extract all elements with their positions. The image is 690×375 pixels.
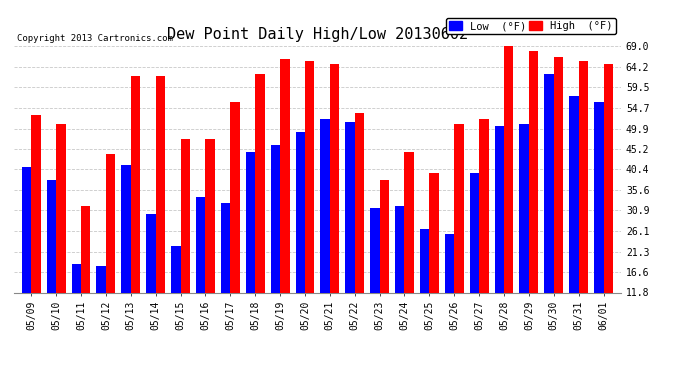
Bar [305, 62, 315, 343]
Bar [395, 206, 404, 343]
Bar [404, 152, 414, 343]
Legend: Low  (°F), High  (°F): Low (°F), High (°F) [446, 18, 615, 34]
Bar [529, 51, 538, 343]
Bar [270, 145, 280, 343]
Bar [81, 206, 90, 343]
Bar [330, 63, 339, 343]
Bar [206, 139, 215, 343]
Bar [445, 234, 454, 343]
Bar [255, 74, 265, 343]
Bar [579, 62, 588, 343]
Text: Copyright 2013 Cartronics.com: Copyright 2013 Cartronics.com [17, 33, 172, 42]
Bar [420, 229, 429, 343]
Bar [454, 124, 464, 343]
Bar [544, 74, 554, 343]
Bar [156, 76, 165, 343]
Bar [345, 122, 355, 343]
Bar [106, 154, 115, 343]
Bar [31, 115, 41, 343]
Bar [479, 120, 489, 343]
Bar [470, 173, 479, 343]
Bar [181, 139, 190, 343]
Bar [520, 124, 529, 343]
Bar [221, 203, 230, 343]
Bar [246, 152, 255, 343]
Bar [355, 113, 364, 343]
Bar [146, 214, 156, 343]
Bar [380, 180, 389, 343]
Bar [22, 167, 31, 343]
Title: Dew Point Daily High/Low 20130602: Dew Point Daily High/Low 20130602 [167, 27, 468, 42]
Bar [495, 126, 504, 343]
Bar [47, 180, 56, 343]
Bar [320, 120, 330, 343]
Bar [370, 208, 380, 343]
Bar [504, 46, 513, 343]
Bar [569, 96, 579, 343]
Bar [131, 76, 140, 343]
Bar [280, 59, 290, 343]
Bar [97, 266, 106, 343]
Bar [171, 246, 181, 343]
Bar [230, 102, 239, 343]
Bar [604, 63, 613, 343]
Bar [554, 57, 563, 343]
Bar [196, 197, 206, 343]
Bar [295, 132, 305, 343]
Bar [72, 264, 81, 343]
Bar [121, 165, 131, 343]
Bar [56, 124, 66, 343]
Bar [429, 173, 439, 343]
Bar [594, 102, 604, 343]
